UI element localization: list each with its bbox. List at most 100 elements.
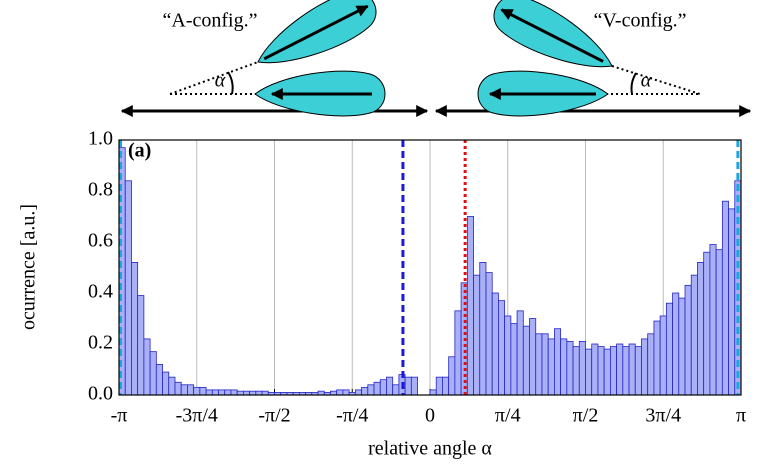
y-tick-label: 0.6 [88, 230, 113, 252]
y-tick-label: 0.4 [88, 281, 113, 303]
bar [622, 346, 630, 396]
bar [137, 295, 145, 396]
bar [628, 343, 636, 396]
bar [504, 315, 512, 396]
annotation: “A-config.” [163, 10, 258, 32]
bar [386, 376, 394, 396]
bar [442, 376, 450, 396]
panel-label: (a) [128, 140, 151, 162]
plot: -π -3π/4 -π/2 -π/4 0 π/4 π/2 3π/4 π 0.0 0.2 0.4 0.6 0… [88, 128, 746, 427]
x-axis-label: relative angle α [368, 438, 492, 460]
x-tick-label: 0 [425, 405, 435, 427]
bar [193, 386, 201, 396]
bar [641, 338, 649, 396]
bar [199, 386, 207, 396]
annotation: “V-config.” [593, 10, 686, 32]
bar [448, 356, 456, 396]
bar [479, 261, 487, 396]
bar [522, 325, 530, 396]
bar [218, 389, 226, 396]
bar [566, 341, 574, 396]
bar [354, 389, 362, 396]
plot-frame [118, 139, 742, 396]
bar [336, 389, 344, 396]
x-tick-label: -π [111, 405, 128, 427]
bar [174, 381, 182, 396]
bar [634, 346, 642, 396]
bar [690, 274, 698, 396]
bar [162, 371, 170, 396]
bar [373, 381, 381, 396]
bar [404, 376, 412, 396]
bar [703, 251, 711, 396]
bar [591, 343, 599, 396]
bar [547, 338, 555, 396]
bar [728, 208, 736, 396]
bar [647, 333, 655, 396]
y-tick-label: 0.8 [88, 179, 113, 201]
bar [435, 376, 443, 396]
bar [665, 302, 673, 396]
bar [410, 376, 418, 396]
bar [155, 363, 163, 396]
x-tick-label: -π/4 [336, 405, 368, 427]
bar [131, 261, 139, 396]
bar [554, 328, 562, 396]
bar [597, 346, 605, 396]
bar [491, 292, 499, 396]
bar [616, 343, 624, 396]
bar [168, 376, 176, 396]
bar [429, 389, 437, 396]
bar [672, 292, 680, 396]
bar [697, 261, 705, 396]
x-tick-label: π/2 [573, 405, 599, 427]
bar [516, 310, 524, 396]
bar [367, 384, 375, 396]
bar [485, 272, 493, 396]
bar [392, 384, 400, 396]
bar [529, 318, 537, 396]
bar [535, 333, 543, 396]
bar [585, 348, 593, 396]
bar [721, 200, 729, 396]
bar [180, 384, 188, 396]
bar [473, 274, 481, 396]
bar [609, 346, 618, 396]
bar [224, 389, 232, 396]
angle-label: α [215, 70, 226, 92]
bar [659, 315, 667, 396]
bar [454, 310, 462, 396]
bar [205, 389, 213, 396]
bar [715, 249, 723, 396]
bar [603, 348, 611, 396]
x-tick-label: -π/2 [258, 405, 290, 427]
bar [572, 346, 580, 396]
y-tick-label: 0.0 [88, 383, 113, 405]
x-tick-label: 3π/4 [645, 405, 681, 427]
bar [498, 300, 506, 396]
y-tick-label: 1.0 [88, 128, 113, 150]
bar [211, 389, 219, 396]
bar [560, 338, 568, 396]
bar [678, 297, 686, 396]
x-tick-label: π [736, 405, 746, 427]
bar [361, 386, 369, 396]
bar [578, 341, 586, 396]
bar [684, 284, 692, 396]
bar [510, 323, 518, 396]
bar [143, 338, 151, 396]
bar [124, 180, 132, 396]
bar [342, 389, 350, 396]
bar [466, 216, 474, 396]
bar [187, 384, 195, 396]
y-axis-label: ocurrence [a.u.] [18, 204, 40, 330]
bar [230, 389, 238, 396]
bar [653, 320, 661, 396]
diagram: “A-config.” α “V-config.” α [120, 0, 752, 117]
bar [709, 244, 717, 396]
y-tick-label: 0.2 [88, 332, 113, 354]
angle-label: α [641, 70, 652, 92]
bar [541, 333, 549, 396]
bar [149, 351, 157, 396]
